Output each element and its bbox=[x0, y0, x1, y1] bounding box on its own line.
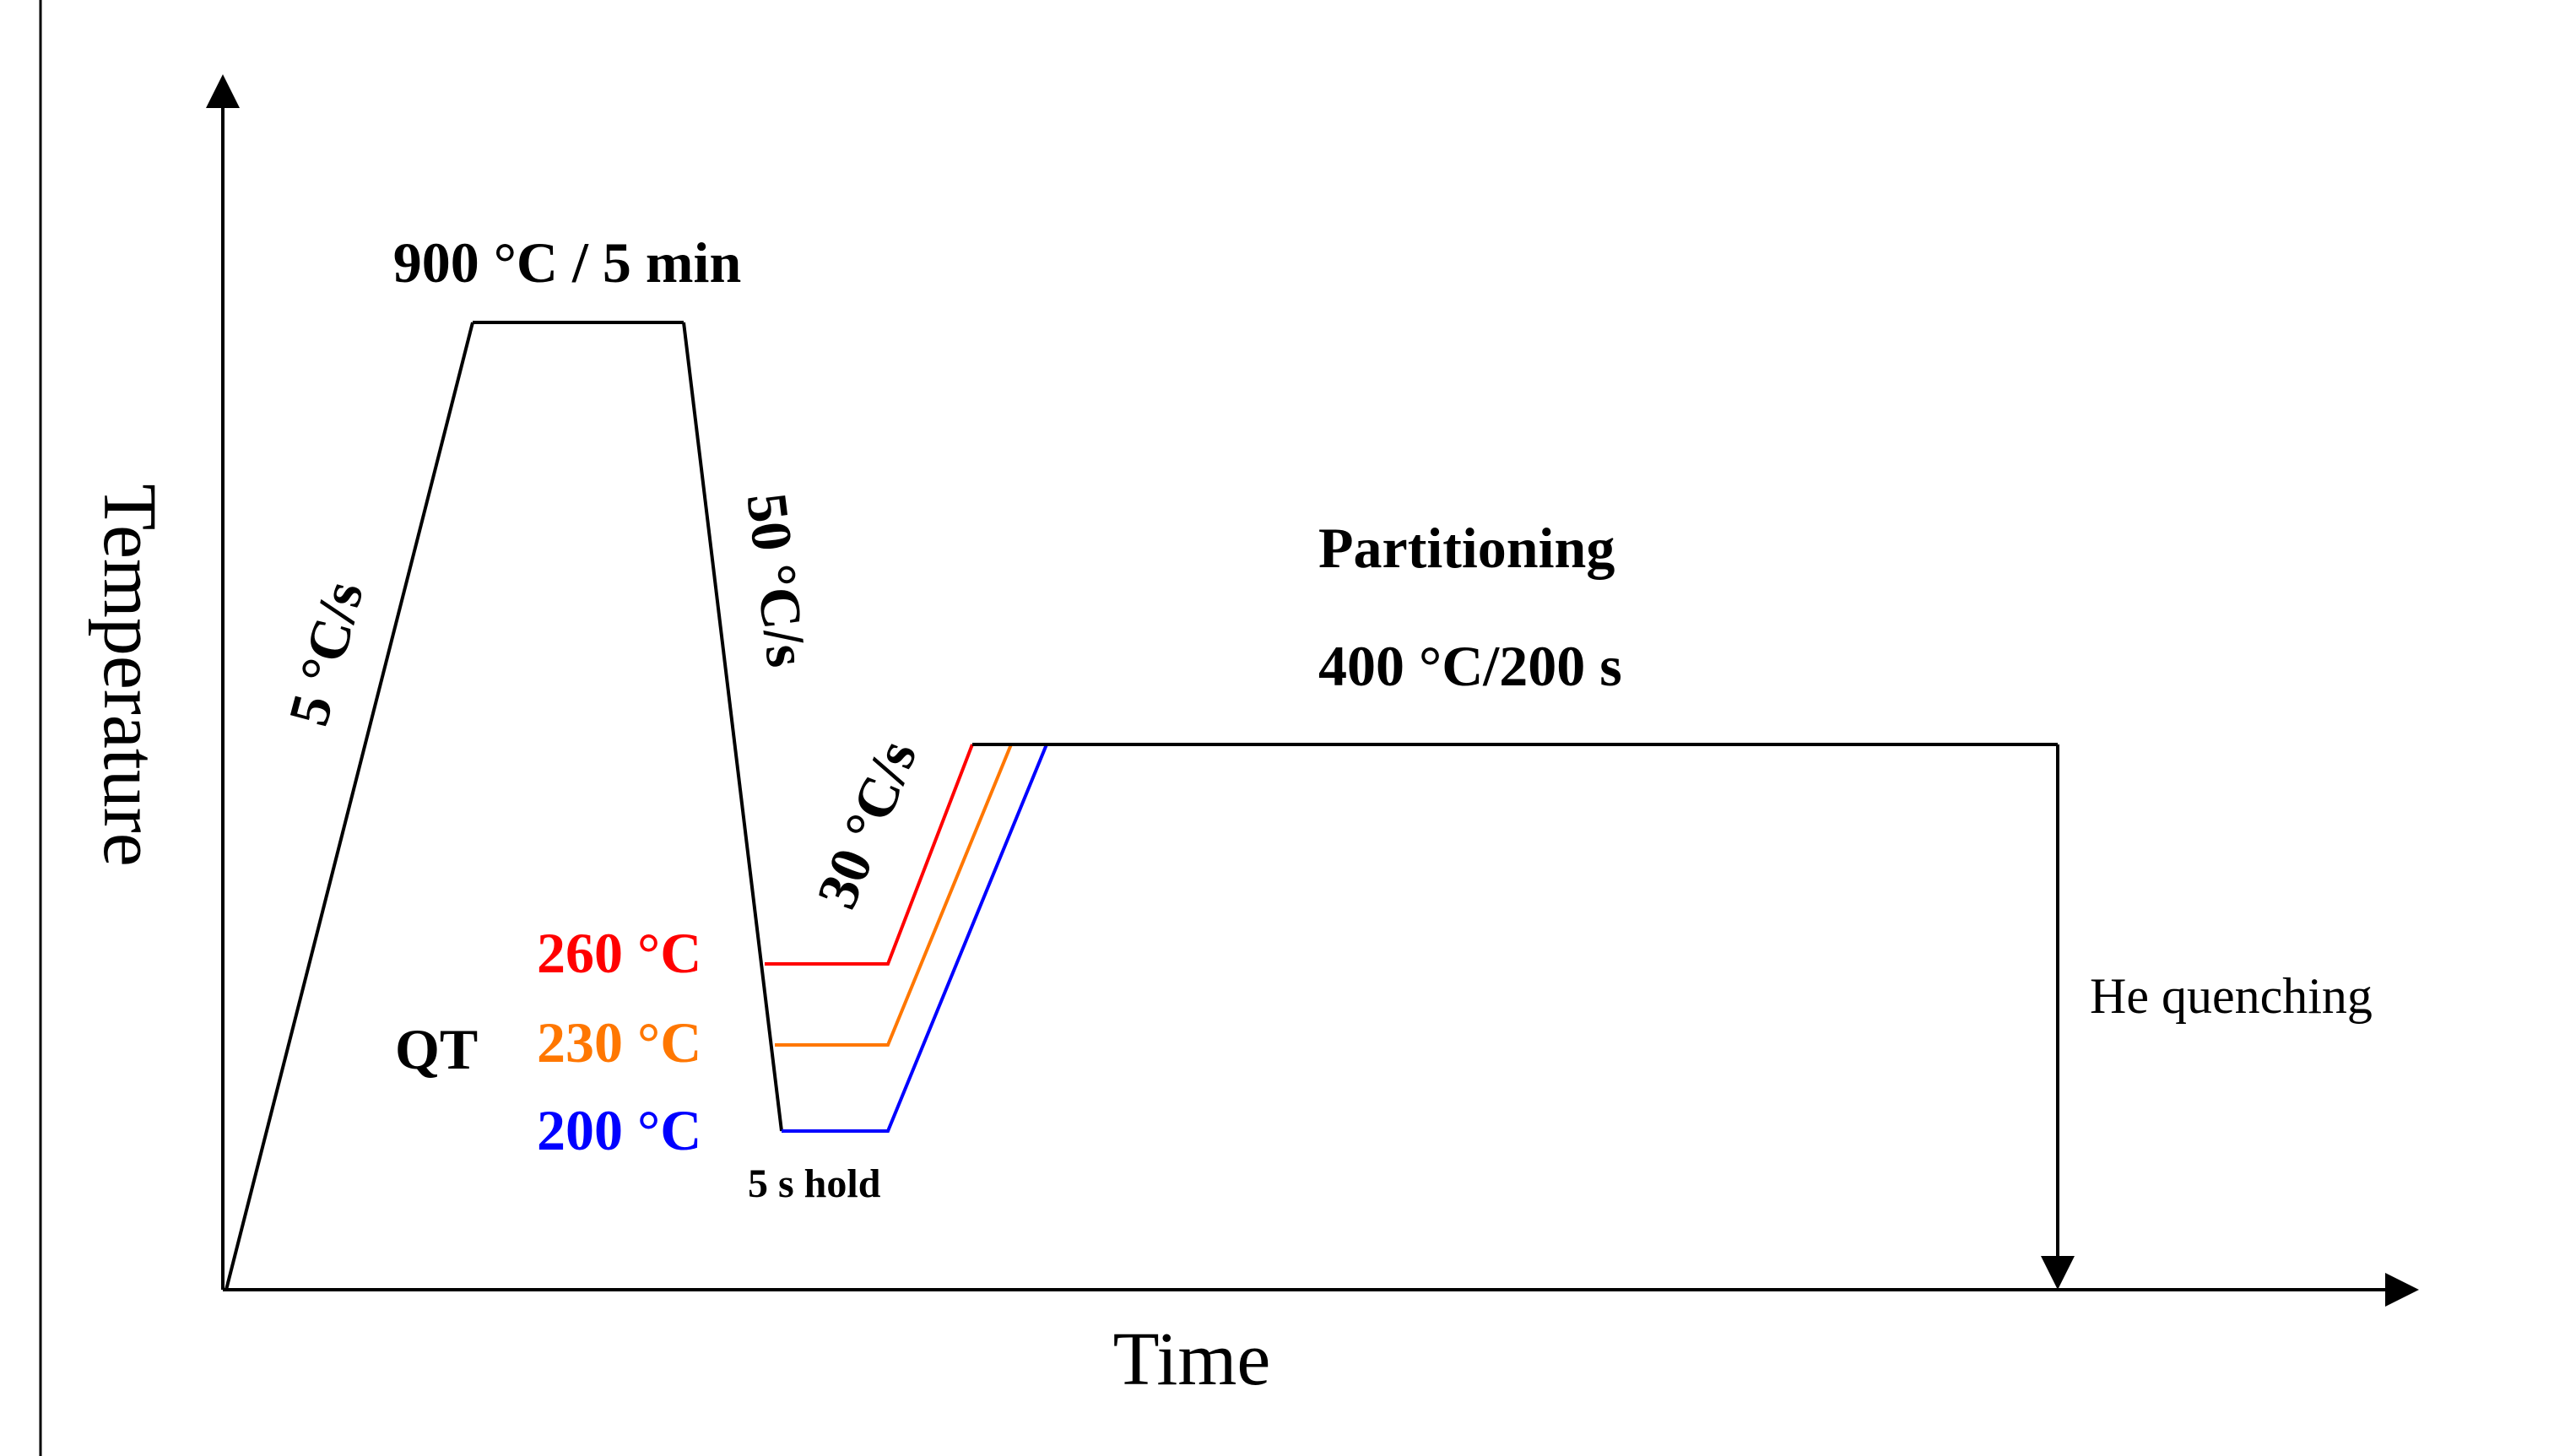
qt-230-path bbox=[775, 744, 1013, 1047]
qt-260-path bbox=[765, 744, 974, 966]
he-quenching-label: He quenching bbox=[2090, 968, 2373, 1024]
partitioning-condition: 400 °C/200 s bbox=[1318, 634, 1622, 698]
qt-200-label: 200 °C bbox=[537, 1098, 701, 1162]
austenitization-label: 900 °C / 5 min bbox=[393, 230, 742, 295]
cooling-rate-label: 50 °C/s bbox=[735, 490, 820, 670]
quench-hold-label: 5 s hold bbox=[748, 1161, 881, 1206]
qt-label: QT bbox=[395, 1017, 478, 1081]
heating-rate-label: 5 °C/s bbox=[276, 575, 376, 732]
partitioning-title: Partitioning bbox=[1318, 516, 1615, 580]
heating-ramp bbox=[225, 322, 474, 1291]
qt-200-path bbox=[782, 744, 1048, 1133]
x-axis-label: Time bbox=[1113, 1318, 1271, 1401]
qt-230-label: 230 °C bbox=[537, 1010, 701, 1074]
reheating-rate-label: 30 °C/s bbox=[804, 731, 929, 917]
cooling-ramp bbox=[682, 322, 783, 1132]
qt-260-label: 260 °C bbox=[537, 921, 701, 985]
y-axis-label: Temperature bbox=[88, 484, 171, 866]
